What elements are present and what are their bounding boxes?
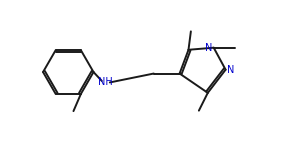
Text: N: N: [205, 43, 212, 53]
Text: N: N: [227, 65, 234, 75]
Text: NH: NH: [98, 77, 113, 87]
